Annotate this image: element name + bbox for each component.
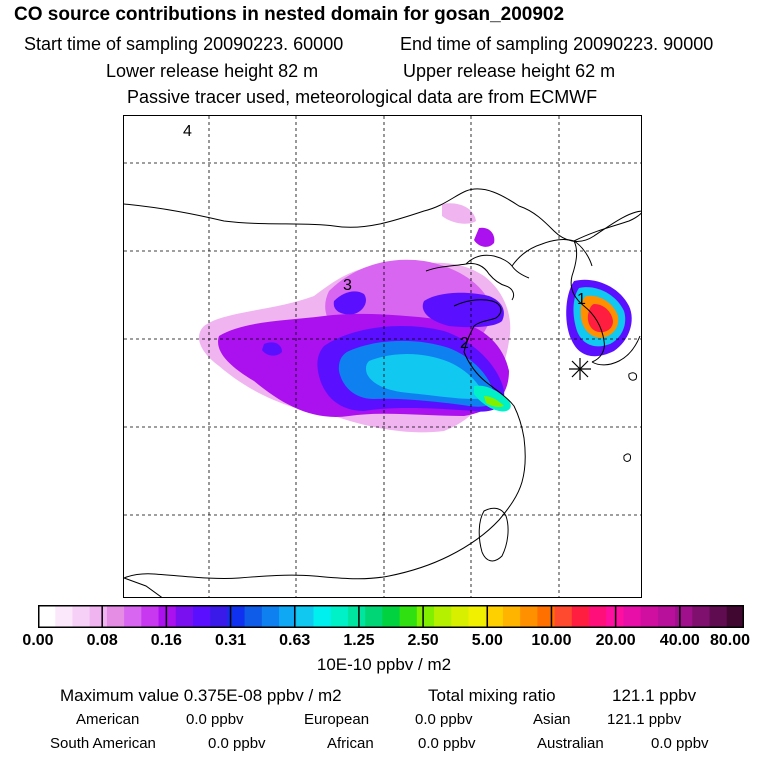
region-name: African	[327, 735, 374, 752]
colorbar-swatch	[38, 605, 56, 628]
map-label-3: 3	[343, 277, 352, 294]
colorbar-swatch	[106, 605, 125, 628]
colorbar-tick-label: 0.16	[150, 632, 182, 649]
colorbar-swatch	[571, 605, 590, 628]
colorbar-tick-label: 2.50	[407, 632, 439, 649]
upper-release-label: Upper release height 62 m	[403, 61, 616, 81]
colorbar-swatch	[382, 605, 401, 628]
colorbar	[38, 605, 744, 628]
graticule	[124, 116, 641, 597]
colorbar-swatch	[227, 605, 246, 628]
colorbar-swatch	[657, 605, 676, 628]
colorbar-tick-label: 20.00	[595, 632, 636, 649]
colorbar-swatch	[485, 605, 504, 628]
colorbar-tick-label: 0.31	[214, 632, 247, 649]
colorbar-swatch	[210, 605, 228, 628]
map-panel: 4 3 2 1	[123, 115, 642, 598]
colorbar-swatch	[640, 605, 659, 628]
region-name: European	[304, 711, 370, 728]
colorbar-swatch	[709, 605, 728, 628]
map-canvas: 4 3 2 1	[124, 116, 641, 597]
total-mixing-value: 121.1 ppbv	[612, 686, 697, 705]
region-name: South American	[50, 735, 156, 752]
colorbar-swatch	[451, 605, 469, 628]
colorbar-swatch	[296, 605, 315, 628]
lower-release-label: Lower release height 82 m	[106, 61, 319, 81]
region-value: 0.0 ppbv	[208, 735, 266, 752]
colorbar-swatch	[434, 605, 452, 628]
colorbar-swatch	[313, 605, 332, 628]
colorbar-swatch	[72, 605, 91, 628]
total-mixing-label: Total mixing ratio	[428, 686, 556, 705]
colorbar-swatch	[468, 605, 487, 628]
colorbar-swatch	[537, 605, 556, 628]
tracer-info-label: Passive tracer used, meteorological data…	[127, 87, 598, 107]
colorbar-swatch	[158, 605, 177, 628]
colorbar-swatch	[347, 605, 366, 628]
map-label-1: 1	[577, 291, 586, 308]
colorbar-swatch	[244, 605, 263, 628]
colorbar-tick-label: 80.00	[709, 632, 751, 649]
colorbar-swatch	[399, 605, 418, 628]
region-value: 0.0 ppbv	[651, 735, 709, 752]
colorbar-swatch	[192, 605, 211, 628]
colorbar-swatch	[55, 605, 73, 628]
colorbar-swatch	[261, 605, 280, 628]
colorbar-swatch	[623, 605, 642, 628]
region-name: Asian	[533, 711, 571, 728]
colorbar-units: 10E-10 ppbv / m2	[316, 655, 452, 674]
plot-title: CO source contributions in nested domain…	[14, 4, 565, 25]
colorbar-swatch	[365, 605, 383, 628]
colorbar-swatch	[89, 605, 108, 628]
colorbar-tick-label: 0.00	[22, 632, 54, 649]
asterisk-icon	[569, 358, 591, 380]
colorbar-swatch	[675, 605, 693, 628]
colorbar-tick-label: 5.00	[471, 632, 503, 649]
colorbar-swatch	[330, 605, 349, 628]
concentration-plume	[199, 203, 632, 433]
colorbar-frame	[38, 605, 744, 628]
colorbar-tick-label: 40.00	[659, 632, 700, 649]
map-label-2: 2	[460, 335, 469, 352]
region-name: American	[76, 711, 140, 728]
start-time-label: Start time of sampling 20090223. 60000	[24, 34, 344, 54]
colorbar-swatch	[554, 605, 573, 628]
colorbar-swatch	[692, 605, 711, 628]
region-name: Australian	[537, 735, 604, 752]
colorbar-swatch	[416, 605, 435, 628]
colorbar-swatch	[726, 605, 744, 628]
end-time-label: End time of sampling 20090223. 90000	[400, 34, 714, 54]
colorbar-swatch	[589, 605, 607, 628]
coastlines	[124, 188, 641, 597]
map-label-4: 4	[183, 123, 192, 140]
colorbar-tick-label: 0.63	[279, 632, 311, 649]
colorbar-swatch	[175, 605, 194, 628]
colorbar-swatch	[279, 605, 297, 628]
region-value: 121.1 ppbv	[607, 711, 682, 728]
region-value: 0.0 ppbv	[418, 735, 476, 752]
colorbar-swatch	[520, 605, 538, 628]
region-value: 0.0 ppbv	[415, 711, 473, 728]
colorbar-swatch	[124, 605, 142, 628]
colorbar-tick-label: 10.00	[531, 632, 572, 649]
region-value: 0.0 ppbv	[186, 711, 244, 728]
colorbar-swatch	[502, 605, 521, 628]
colorbar-swatch	[141, 605, 160, 628]
max-value-label: Maximum value 0.375E-08 ppbv / m2	[60, 686, 342, 705]
colorbar-tick-label: 0.08	[86, 632, 118, 649]
colorbar-tick-label: 1.25	[343, 632, 375, 649]
